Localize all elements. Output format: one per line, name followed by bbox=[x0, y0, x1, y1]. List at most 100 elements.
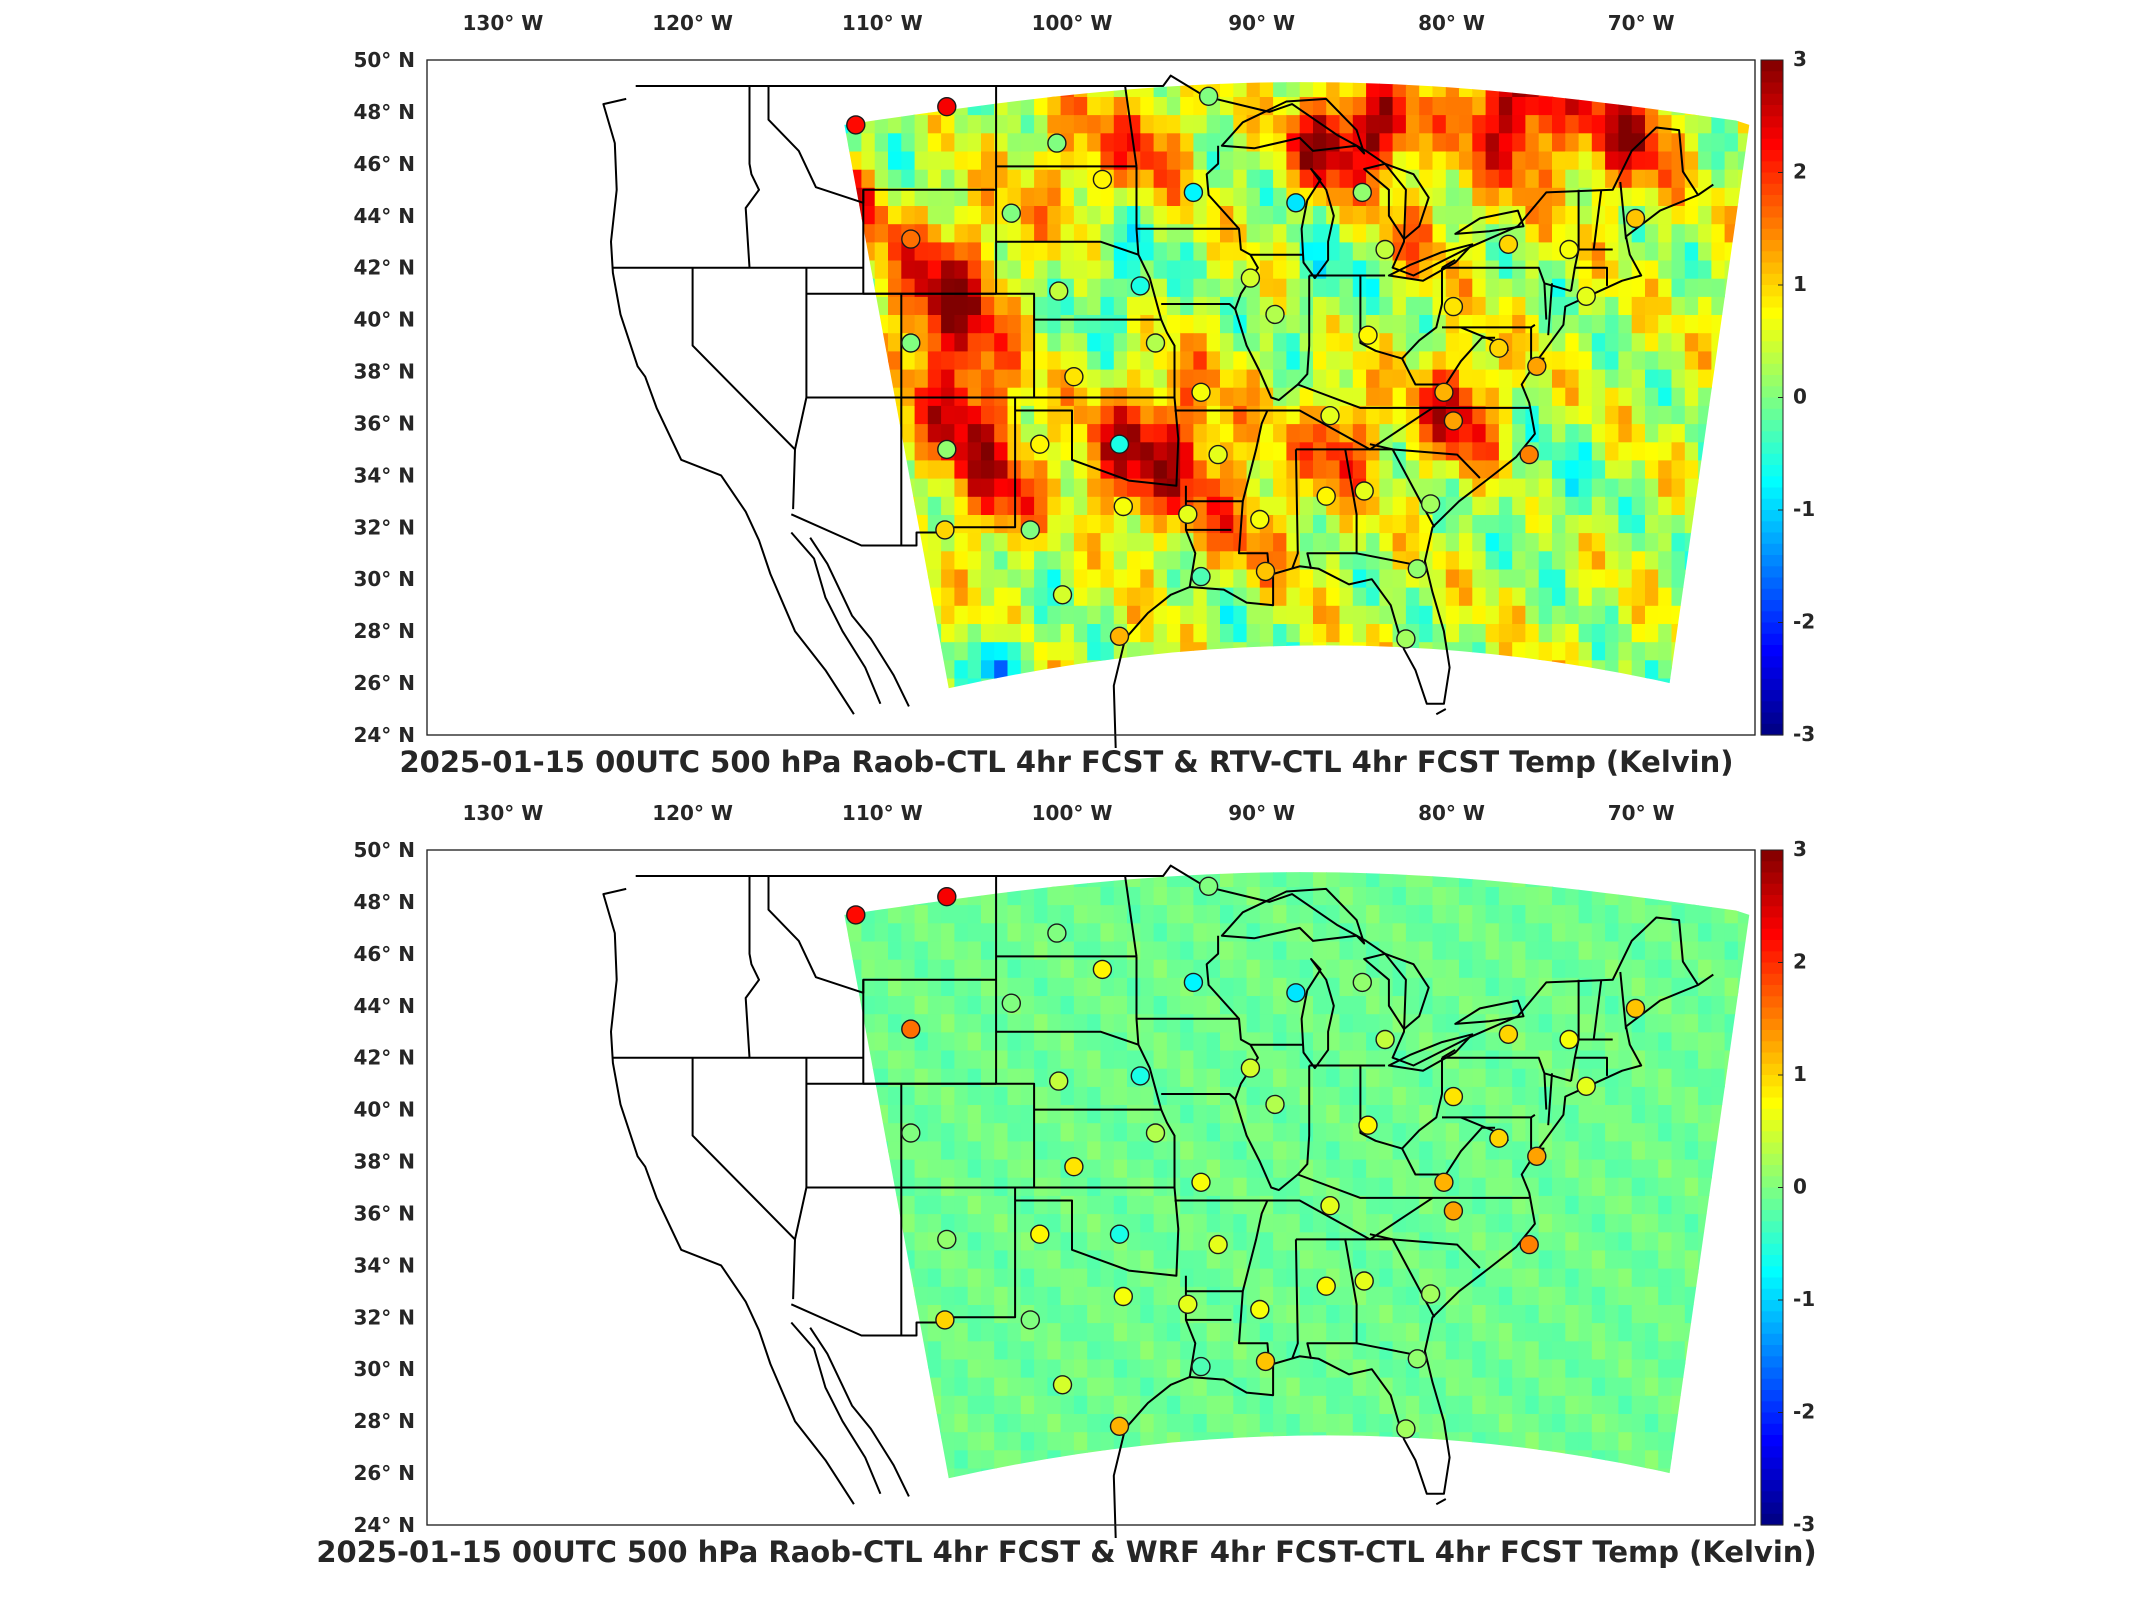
panel-title-2: 2025-01-15 00UTC 500 hPa Raob-CTL 4hr FC… bbox=[316, 1535, 1817, 1569]
map-panel-1: 130° W 120° W 110° W 100° W 90° W 80° W 70° W 5… bbox=[353, 11, 1815, 749]
lat-tick-label: 28° N bbox=[353, 1409, 415, 1433]
colorbar: 3 2 1 0 -1 -2 -3 bbox=[1760, 47, 1815, 746]
station-marker bbox=[1407, 1349, 1428, 1369]
lat-tick-label: 30° N bbox=[353, 567, 415, 591]
station-marker bbox=[1559, 239, 1579, 260]
station-marker bbox=[1109, 626, 1130, 646]
station-marker bbox=[1178, 1294, 1198, 1314]
station-marker bbox=[901, 229, 921, 249]
station-marker bbox=[1358, 1115, 1378, 1135]
station-marker bbox=[1354, 1271, 1374, 1291]
lat-tick-label: 48° N bbox=[353, 100, 415, 124]
station-marker bbox=[1316, 1276, 1336, 1296]
station-marker bbox=[1559, 1029, 1579, 1050]
station-marker bbox=[1191, 1172, 1211, 1192]
station-marker bbox=[1250, 509, 1270, 530]
colorbar-tick-label: 0 bbox=[1793, 385, 1807, 409]
lon-tick-label: 100° W bbox=[1032, 801, 1113, 825]
station-marker bbox=[1625, 208, 1646, 229]
station-marker bbox=[1198, 876, 1219, 897]
station-marker bbox=[935, 1310, 955, 1330]
station-marker bbox=[1064, 1157, 1084, 1177]
lon-tick-label: 70° W bbox=[1608, 11, 1675, 35]
station-marker bbox=[846, 905, 866, 925]
station-marker bbox=[1109, 434, 1130, 454]
map-panel-2: 130° W 120° W 110° W 100° W 90° W 80° W 70° W 5… bbox=[353, 801, 1815, 1539]
station-marker bbox=[1375, 1029, 1395, 1050]
station-marker bbox=[1443, 1201, 1464, 1221]
station-marker bbox=[1113, 496, 1134, 517]
lon-tick-label: 120° W bbox=[652, 801, 733, 825]
station-marker bbox=[1240, 268, 1261, 288]
colorbar-tick-label: -1 bbox=[1793, 497, 1815, 521]
station-marker bbox=[1352, 972, 1373, 993]
lat-tick-label: 34° N bbox=[353, 463, 415, 487]
station-marker bbox=[1109, 1224, 1130, 1244]
station-marker bbox=[1396, 1419, 1416, 1439]
station-marker bbox=[1030, 434, 1050, 454]
colorbar-tick-label: -2 bbox=[1793, 1400, 1815, 1424]
station-marker bbox=[1354, 481, 1374, 501]
panel-rtv-minus-ctl: 130° W 120° W 110° W 100° W 90° W 80° W 70° W 5… bbox=[353, 11, 1815, 779]
lat-tick-label: 44° N bbox=[353, 204, 415, 228]
station-marker bbox=[1047, 133, 1067, 153]
station-marker bbox=[937, 886, 957, 907]
lat-tick-label: 32° N bbox=[353, 1305, 415, 1329]
colorbar-tick-label: 2 bbox=[1793, 160, 1807, 184]
lon-tick-label: 130° W bbox=[463, 801, 544, 825]
station-marker bbox=[1320, 1196, 1340, 1216]
station-marker bbox=[1498, 1024, 1519, 1045]
colorbar-tick-label: 2 bbox=[1793, 950, 1807, 974]
station-marker bbox=[1527, 1146, 1547, 1166]
lon-tick-label: 80° W bbox=[1418, 801, 1485, 825]
station-marker bbox=[1498, 234, 1519, 255]
station-marker bbox=[1286, 983, 1306, 1003]
station-marker bbox=[1208, 1234, 1228, 1255]
lat-tick-label: 32° N bbox=[353, 515, 415, 539]
lat-tick-label: 50° N bbox=[353, 48, 415, 72]
station-marker bbox=[1183, 182, 1204, 203]
station-marker bbox=[1191, 382, 1211, 402]
lat-tick-label: 50° N bbox=[353, 838, 415, 862]
station-marker bbox=[1250, 1299, 1270, 1320]
lat-tick-label: 24° N bbox=[353, 1513, 415, 1537]
lon-tick-label: 70° W bbox=[1608, 801, 1675, 825]
station-marker bbox=[1020, 1310, 1041, 1330]
station-marker bbox=[1625, 998, 1646, 1019]
lat-tick-label: 24° N bbox=[353, 723, 415, 747]
raob-stations bbox=[846, 876, 1646, 1439]
station-marker bbox=[1047, 923, 1067, 943]
lon-tick-label: 130° W bbox=[463, 11, 544, 35]
colorbar: 3 2 1 0 -1 -2 -3 bbox=[1760, 837, 1815, 1536]
station-marker bbox=[901, 333, 921, 353]
panel-wrf-minus-ctl: 130° W 120° W 110° W 100° W 90° W 80° W 70° W 5… bbox=[0, 790, 2133, 1590]
lat-tick-label: 28° N bbox=[353, 619, 415, 643]
station-marker bbox=[1443, 1086, 1464, 1107]
lat-tick-label: 42° N bbox=[353, 1046, 415, 1070]
lon-tick-label: 90° W bbox=[1228, 11, 1295, 35]
station-marker bbox=[1240, 1058, 1261, 1078]
lat-tick-label: 36° N bbox=[353, 412, 415, 436]
lat-tick-label: 30° N bbox=[353, 1357, 415, 1381]
station-marker bbox=[1443, 296, 1464, 317]
station-marker bbox=[1001, 993, 1021, 1013]
lat-tick-label: 38° N bbox=[353, 1150, 415, 1174]
colorbar-tick-label: -2 bbox=[1793, 610, 1815, 634]
colorbar-tick-label: -3 bbox=[1793, 722, 1815, 746]
lat-tick-label: 26° N bbox=[353, 1461, 415, 1485]
station-marker bbox=[1092, 169, 1113, 190]
station-marker bbox=[1052, 1375, 1073, 1395]
station-marker bbox=[1183, 972, 1204, 993]
station-marker bbox=[1396, 629, 1416, 649]
station-marker bbox=[1434, 382, 1454, 402]
station-marker bbox=[1375, 239, 1395, 260]
panel-title-1: 2025-01-15 00UTC 500 hPa Raob-CTL 4hr FC… bbox=[399, 745, 1734, 779]
lat-tick-label: 48° N bbox=[353, 890, 415, 914]
lat-tick-label: 40° N bbox=[353, 1098, 415, 1122]
station-marker bbox=[1191, 1356, 1211, 1377]
station-marker bbox=[1443, 411, 1464, 431]
lon-tick-label: 100° W bbox=[1032, 11, 1113, 35]
station-marker bbox=[1519, 1234, 1539, 1255]
station-marker bbox=[1020, 520, 1041, 540]
colorbar-tick-label: 3 bbox=[1793, 837, 1807, 861]
